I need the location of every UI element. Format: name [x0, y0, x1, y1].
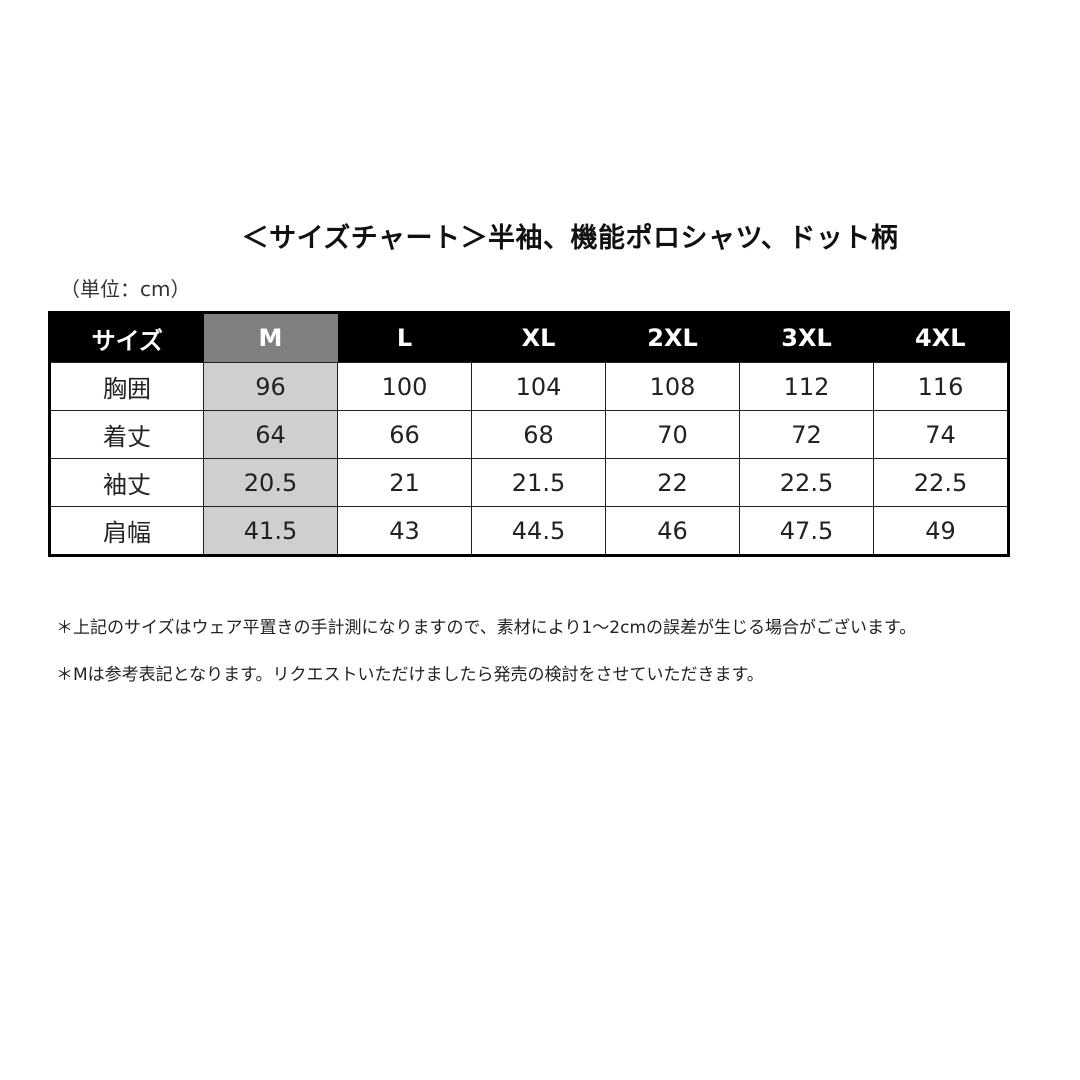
table-header-row: サイズ M L XL 2XL 3XL 4XL	[49, 312, 1009, 363]
table-row: 着丈 64 66 68 70 72 74	[49, 410, 1009, 459]
row-label: 胸囲	[49, 362, 204, 411]
row-label: 肩幅	[49, 506, 204, 556]
table-cell: 44.5	[471, 506, 606, 556]
page-title: ＜サイズチャート＞半袖、機能ポロシャツ、ドット柄	[241, 223, 899, 254]
table-cell: 112	[739, 362, 874, 411]
header-m: M	[203, 312, 338, 363]
table-cell: 108	[605, 362, 740, 411]
table-cell: 22.5	[739, 458, 874, 507]
table-cell: 96	[203, 362, 338, 411]
header-size: サイズ	[49, 312, 204, 363]
table-row: 胸囲 96 100 104 108 112 116	[49, 362, 1009, 411]
table-cell: 100	[337, 362, 472, 411]
table-cell: 20.5	[203, 458, 338, 507]
table-cell: 66	[337, 410, 472, 459]
table-cell: 49	[873, 506, 1009, 556]
table-cell: 43	[337, 506, 472, 556]
table-row: 肩幅 41.5 43 44.5 46 47.5 49	[49, 506, 1009, 556]
header-3xl: 3XL	[739, 312, 874, 363]
table-cell: 22.5	[873, 458, 1009, 507]
header-xl: XL	[471, 312, 606, 363]
header-4xl: 4XL	[873, 312, 1009, 363]
row-label: 着丈	[49, 410, 204, 459]
header-l: L	[337, 312, 472, 363]
table-row: 袖丈 20.5 21 21.5 22 22.5 22.5	[49, 458, 1009, 507]
row-label: 袖丈	[49, 458, 204, 507]
table-cell: 47.5	[739, 506, 874, 556]
table-cell: 41.5	[203, 506, 338, 556]
table-cell: 68	[471, 410, 606, 459]
table-cell: 22	[605, 458, 740, 507]
note-measurement: ＊上記のサイズはウェア平置きの手計測になりますので、素材により1～2cmの誤差が…	[56, 618, 917, 638]
table-cell: 21.5	[471, 458, 606, 507]
table-cell: 21	[337, 458, 472, 507]
table-cell: 72	[739, 410, 874, 459]
table-cell: 104	[471, 362, 606, 411]
table-cell: 64	[203, 410, 338, 459]
table-cell: 74	[873, 410, 1009, 459]
header-2xl: 2XL	[605, 312, 740, 363]
table-cell: 116	[873, 362, 1009, 411]
size-chart-table: サイズ M L XL 2XL 3XL 4XL 胸囲 96 100 104 108 112 1…	[48, 311, 1010, 557]
note-m-size: ＊Mは参考表記となります。リクエストいただけましたら発売の検討をさせていただきま…	[56, 665, 764, 685]
table-cell: 70	[605, 410, 740, 459]
unit-label: （単位：cm）	[60, 277, 191, 301]
table-cell: 46	[605, 506, 740, 556]
